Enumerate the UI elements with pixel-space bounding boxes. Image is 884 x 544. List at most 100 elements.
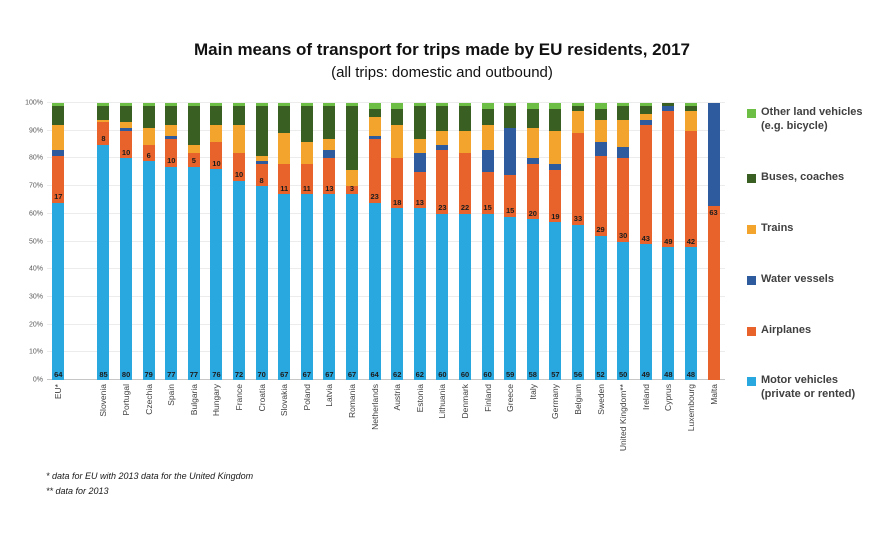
motor-value-label: 60 bbox=[483, 369, 492, 379]
segment-airplanes bbox=[278, 163, 291, 195]
legend-swatch bbox=[747, 224, 756, 234]
segment-buses bbox=[684, 105, 697, 112]
bar-slot: 64 23 bbox=[363, 103, 386, 380]
segment-trains bbox=[684, 111, 697, 131]
segment-trains bbox=[278, 133, 291, 164]
y-tick-label: 90% bbox=[28, 127, 43, 135]
segment-trains bbox=[413, 139, 426, 153]
segment-airplanes bbox=[142, 144, 155, 162]
segment-other bbox=[617, 103, 630, 106]
x-category-slot: Lithuania bbox=[431, 384, 454, 484]
motor-value-label: 48 bbox=[686, 369, 696, 379]
motor-value-label: 70 bbox=[257, 369, 266, 379]
gridline-50 bbox=[47, 240, 725, 242]
segment-motor bbox=[481, 213, 494, 380]
legend-swatch bbox=[747, 326, 756, 336]
stacked-bar: 64 23 bbox=[368, 103, 381, 380]
stacked-bar: 67 11 bbox=[300, 103, 313, 380]
gridline-100 bbox=[47, 102, 725, 103]
airplanes-value-label: 17 bbox=[54, 192, 63, 202]
segment-airplanes bbox=[391, 158, 404, 209]
bar-slot: 64 17 bbox=[47, 103, 70, 380]
segment-water bbox=[526, 158, 539, 164]
airplanes-value-label: 18 bbox=[393, 197, 402, 207]
segment-buses bbox=[617, 105, 630, 120]
x-category-slot: Netherlands bbox=[363, 384, 386, 484]
motor-value-label: 60 bbox=[438, 369, 447, 379]
airplanes-value-label: 3 bbox=[349, 183, 355, 193]
legend-item: Airplanes bbox=[747, 324, 880, 338]
x-category-slot: Poland bbox=[296, 384, 319, 484]
airplanes-value-label: 23 bbox=[370, 192, 379, 202]
stacked-bar: 77 5 bbox=[187, 103, 200, 380]
segment-other bbox=[210, 103, 223, 106]
x-category-label: Greece bbox=[505, 384, 516, 412]
x-category-label: Ireland bbox=[640, 384, 651, 410]
bar-slot: 62 18 bbox=[386, 103, 409, 380]
segment-other bbox=[458, 103, 471, 106]
segment-motor bbox=[458, 213, 471, 380]
segment-trains bbox=[526, 127, 539, 159]
segment-water bbox=[413, 152, 426, 173]
airplanes-value-label: 11 bbox=[302, 183, 311, 193]
segment-motor bbox=[142, 161, 155, 380]
segment-motor bbox=[617, 241, 630, 380]
legend-item: Other land vehicles (e.g. bicycle) bbox=[747, 106, 880, 134]
segment-airplanes bbox=[504, 175, 517, 217]
x-category-label: Sweden bbox=[595, 384, 606, 415]
x-category-slot: Estonia bbox=[409, 384, 432, 484]
segment-other bbox=[684, 103, 697, 106]
airplanes-value-label: 11 bbox=[280, 183, 289, 193]
x-category-label: Lithuania bbox=[437, 384, 448, 419]
segment-trains bbox=[323, 139, 336, 151]
motor-value-label: 52 bbox=[596, 369, 605, 379]
x-category-label: Estonia bbox=[414, 384, 425, 413]
segment-motor bbox=[165, 166, 178, 380]
x-category-label: France bbox=[234, 384, 245, 411]
segment-other bbox=[504, 103, 517, 106]
segment-airplanes bbox=[233, 152, 246, 181]
x-category-slot: Cyprus bbox=[657, 384, 680, 484]
segment-buses bbox=[346, 105, 359, 170]
legend-label: Other land vehicles (e.g. bicycle) bbox=[761, 106, 863, 132]
airplanes-value-label: 10 bbox=[121, 147, 131, 157]
stacked-bar: 70 8 bbox=[255, 103, 268, 380]
airplanes-value-label: 10 bbox=[167, 156, 176, 166]
stacked-bar: 56 33 bbox=[571, 103, 584, 380]
segment-trains bbox=[187, 144, 200, 153]
segment-motor bbox=[571, 224, 584, 380]
segment-motor bbox=[413, 208, 426, 380]
x-category-label: Cyprus bbox=[663, 384, 674, 411]
bar-slot: 50 30 bbox=[612, 103, 635, 380]
x-category-label: Malta bbox=[708, 384, 719, 405]
segment-airplanes bbox=[571, 133, 584, 225]
segment-motor bbox=[278, 194, 291, 380]
segment-airplanes bbox=[707, 205, 720, 380]
bar-slot: 58 20 bbox=[521, 103, 544, 380]
segment-other bbox=[165, 103, 178, 106]
motor-value-label: 67 bbox=[347, 369, 357, 379]
segment-trains bbox=[300, 141, 313, 164]
bar-slot: 56 33 bbox=[567, 103, 590, 380]
airplanes-value-label: 6 bbox=[146, 150, 151, 160]
x-category-label: Slovenia bbox=[98, 384, 109, 417]
motor-value-label: 59 bbox=[506, 369, 515, 379]
x-category-label: Luxembourg bbox=[685, 384, 696, 432]
gridline-30 bbox=[47, 295, 725, 297]
segment-airplanes bbox=[165, 139, 178, 167]
segment-other bbox=[142, 103, 155, 106]
motor-value-label: 72 bbox=[234, 369, 244, 379]
airplanes-value-label: 10 bbox=[234, 170, 244, 180]
bar-slot: 67 13 bbox=[318, 103, 341, 380]
x-category-slot: United Kingdom** bbox=[612, 384, 635, 484]
legend-label: Trains bbox=[761, 221, 794, 234]
segment-other bbox=[526, 103, 539, 109]
segment-other bbox=[120, 103, 133, 106]
segment-airplanes bbox=[368, 139, 381, 203]
segment-trains bbox=[165, 125, 178, 137]
x-category-slot: Austria bbox=[386, 384, 409, 484]
bar-slot: 57 19 bbox=[544, 103, 567, 380]
bar-slot: 76 10 bbox=[205, 103, 228, 380]
segment-motor bbox=[210, 169, 223, 380]
stacked-bar: 80 10 bbox=[120, 103, 133, 380]
